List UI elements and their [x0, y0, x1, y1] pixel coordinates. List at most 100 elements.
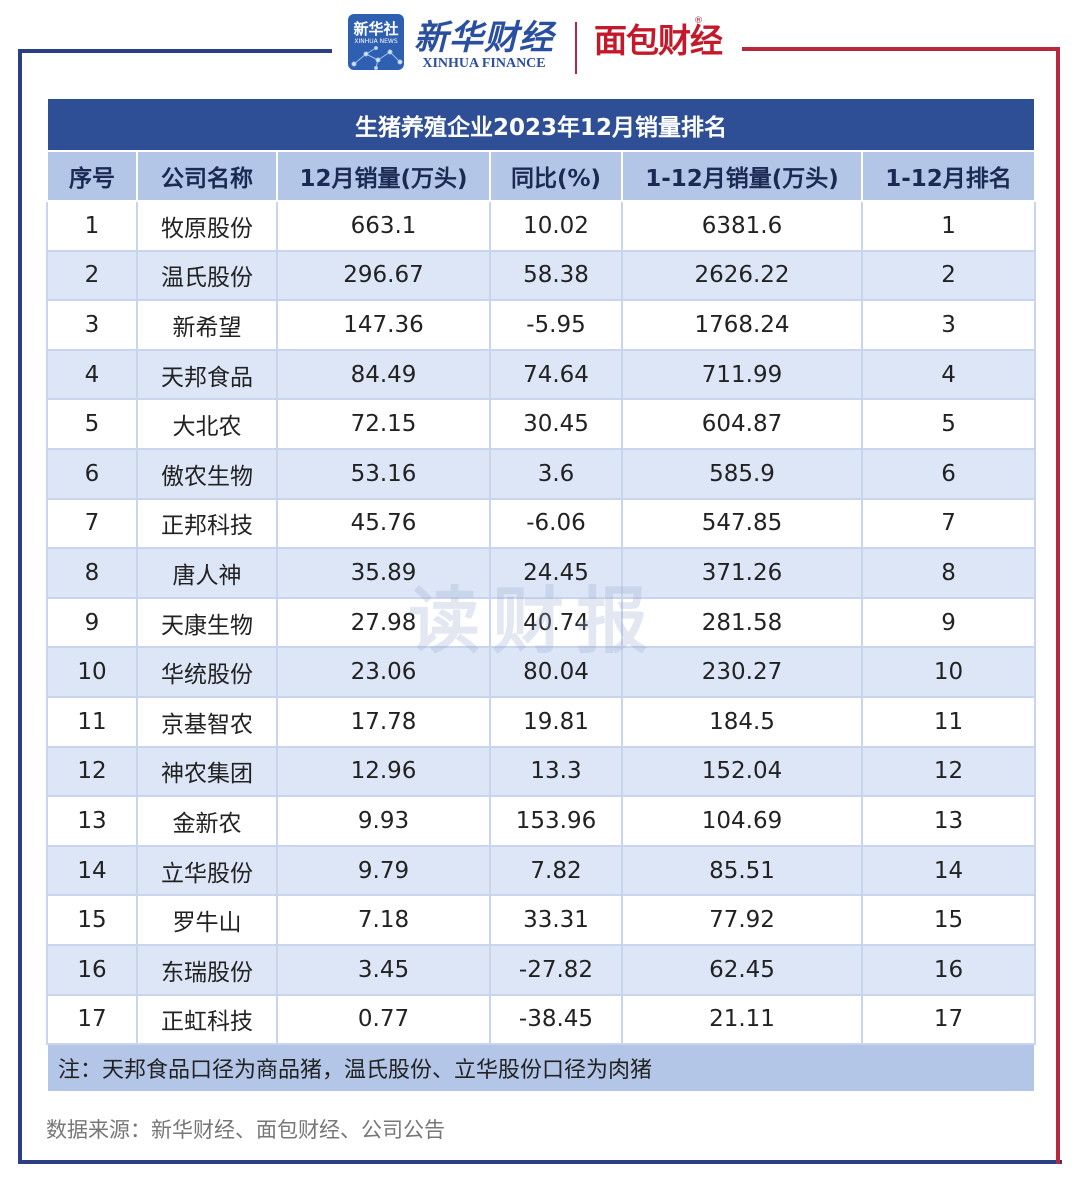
- cell-annual-rank: 17: [860, 993, 1037, 1046]
- cell-dec-sales: 84.49: [276, 348, 491, 401]
- cell-annual-rank: 16: [860, 943, 1037, 996]
- cell-annual-sales: 62.45: [621, 943, 863, 996]
- column-header-index: 序号: [46, 150, 138, 202]
- cell-yoy: 7.82: [489, 844, 623, 897]
- cell-annual-sales: 184.5: [621, 695, 863, 748]
- cell-dec-sales: 296.67: [276, 249, 491, 302]
- cell-annual-rank: 14: [860, 844, 1037, 897]
- cell-dec-sales: 9.93: [276, 795, 491, 847]
- cell-company: 金新农: [136, 795, 278, 847]
- cell-index: 4: [46, 348, 138, 401]
- cell-annual-sales: 85.51: [621, 844, 863, 897]
- table-row: 1 牧原股份 663.1 10.02 6381.6 1: [46, 200, 1037, 252]
- cell-index: 7: [46, 497, 138, 550]
- cell-dec-sales: 663.1: [276, 200, 491, 252]
- cell-annual-sales: 604.87: [621, 398, 863, 450]
- cell-yoy: -38.45: [489, 993, 623, 1046]
- cell-company: 罗牛山: [136, 894, 278, 946]
- cell-company: 东瑞股份: [136, 943, 278, 996]
- cell-index: 16: [46, 943, 138, 996]
- xinhua-badge-text: 新华社: [353, 20, 399, 38]
- cell-annual-rank: 7: [860, 497, 1037, 550]
- cell-annual-rank: 3: [860, 299, 1037, 351]
- table-row: 12 神农集团 12.96 13.3 152.04 12: [46, 745, 1037, 798]
- cell-index: 13: [46, 795, 138, 847]
- cell-dec-sales: 7.18: [276, 894, 491, 946]
- table-row: 7 正邦科技 45.76 -6.06 547.85 7: [46, 497, 1037, 550]
- frame-right-line: [1056, 47, 1060, 1164]
- cell-dec-sales: 27.98: [276, 596, 491, 649]
- cell-dec-sales: 3.45: [276, 943, 491, 996]
- cell-annual-sales: 77.92: [621, 894, 863, 946]
- cell-index: 15: [46, 894, 138, 946]
- cell-company: 天邦食品: [136, 348, 278, 401]
- cell-yoy: 19.81: [489, 695, 623, 748]
- column-header-company: 公司名称: [136, 150, 278, 202]
- cell-annual-sales: 1768.24: [621, 299, 863, 351]
- table-row: 2 温氏股份 296.67 58.38 2626.22 2: [46, 249, 1037, 302]
- cell-annual-sales: 230.27: [621, 646, 863, 698]
- cell-yoy: -27.82: [489, 943, 623, 996]
- table-row: 11 京基智农 17.78 19.81 184.5 11: [46, 695, 1037, 748]
- xinhua-finance-logo-en: XINHUA FINANCE: [422, 56, 546, 71]
- cell-company: 正虹科技: [136, 993, 278, 1046]
- registered-mark-icon: ®: [694, 16, 703, 26]
- cell-dec-sales: 0.77: [276, 993, 491, 1046]
- table-row: 6 傲农生物 53.16 3.6 585.9 6: [46, 447, 1037, 500]
- cell-index: 6: [46, 447, 138, 500]
- frame-left-line: [18, 49, 22, 1164]
- table-row: 9 天康生物 27.98 40.74 281.58 9: [46, 596, 1037, 649]
- cell-yoy: 58.38: [489, 249, 623, 302]
- cell-dec-sales: 35.89: [276, 547, 491, 599]
- xinhua-news-logo: 新华社 XINHUA NEWS: [348, 14, 404, 70]
- column-header-annual-sales: 1-12月销量(万头): [621, 150, 863, 202]
- table-row: 4 天邦食品 84.49 74.64 711.99 4: [46, 348, 1037, 401]
- cell-index: 8: [46, 547, 138, 599]
- cell-annual-sales: 104.69: [621, 795, 863, 847]
- frame-top-left-line: [20, 49, 332, 53]
- mianbao-finance-logo: 面包财经: [594, 21, 723, 60]
- cell-yoy: 24.45: [489, 547, 623, 599]
- cell-index: 11: [46, 695, 138, 748]
- table-row: 8 唐人神 35.89 24.45 371.26 8: [46, 547, 1037, 599]
- cell-annual-rank: 12: [860, 745, 1037, 798]
- cell-yoy: 153.96: [489, 795, 623, 847]
- cell-company: 京基智农: [136, 695, 278, 748]
- table-row: 16 东瑞股份 3.45 -27.82 62.45 16: [46, 943, 1037, 996]
- cell-index: 12: [46, 745, 138, 798]
- cell-yoy: 33.31: [489, 894, 623, 946]
- cell-dec-sales: 17.78: [276, 695, 491, 748]
- sales-ranking-table: 生猪养殖企业2023年12月销量排名 序号 公司名称 12月销量(万头) 同比(…: [45, 97, 1037, 1094]
- cell-company: 唐人神: [136, 547, 278, 599]
- cell-index: 5: [46, 398, 138, 450]
- cell-annual-sales: 711.99: [621, 348, 863, 401]
- cell-annual-rank: 1: [860, 200, 1037, 252]
- cell-yoy: 10.02: [489, 200, 623, 252]
- cell-index: 3: [46, 299, 138, 351]
- cell-dec-sales: 72.15: [276, 398, 491, 450]
- frame-bottom-line: [18, 1160, 1062, 1164]
- network-globe-icon: [351, 46, 403, 70]
- table-note: 注：天邦食品口径为商品猪，温氏股份、立华股份口径为肉猪: [45, 1043, 1037, 1094]
- logo-divider: [575, 22, 577, 74]
- cell-company: 正邦科技: [136, 497, 278, 550]
- cell-annual-sales: 152.04: [621, 745, 863, 798]
- cell-company: 华统股份: [136, 646, 278, 698]
- cell-index: 14: [46, 844, 138, 897]
- cell-yoy: 80.04: [489, 646, 623, 698]
- cell-annual-sales: 281.58: [621, 596, 863, 649]
- cell-company: 神农集团: [136, 745, 278, 798]
- cell-annual-sales: 585.9: [621, 447, 863, 500]
- cell-company: 立华股份: [136, 844, 278, 897]
- table-row: 5 大北农 72.15 30.45 604.87 5: [46, 398, 1037, 450]
- cell-annual-rank: 13: [860, 795, 1037, 847]
- table-row: 3 新希望 147.36 -5.95 1768.24 3: [46, 299, 1037, 351]
- data-source: 数据来源：新华财经、面包财经、公司公告: [46, 1118, 445, 1142]
- cell-index: 9: [46, 596, 138, 649]
- cell-dec-sales: 12.96: [276, 745, 491, 798]
- cell-annual-sales: 371.26: [621, 547, 863, 599]
- cell-index: 10: [46, 646, 138, 698]
- cell-annual-rank: 15: [860, 894, 1037, 946]
- cell-yoy: 74.64: [489, 348, 623, 401]
- cell-yoy: -6.06: [489, 497, 623, 550]
